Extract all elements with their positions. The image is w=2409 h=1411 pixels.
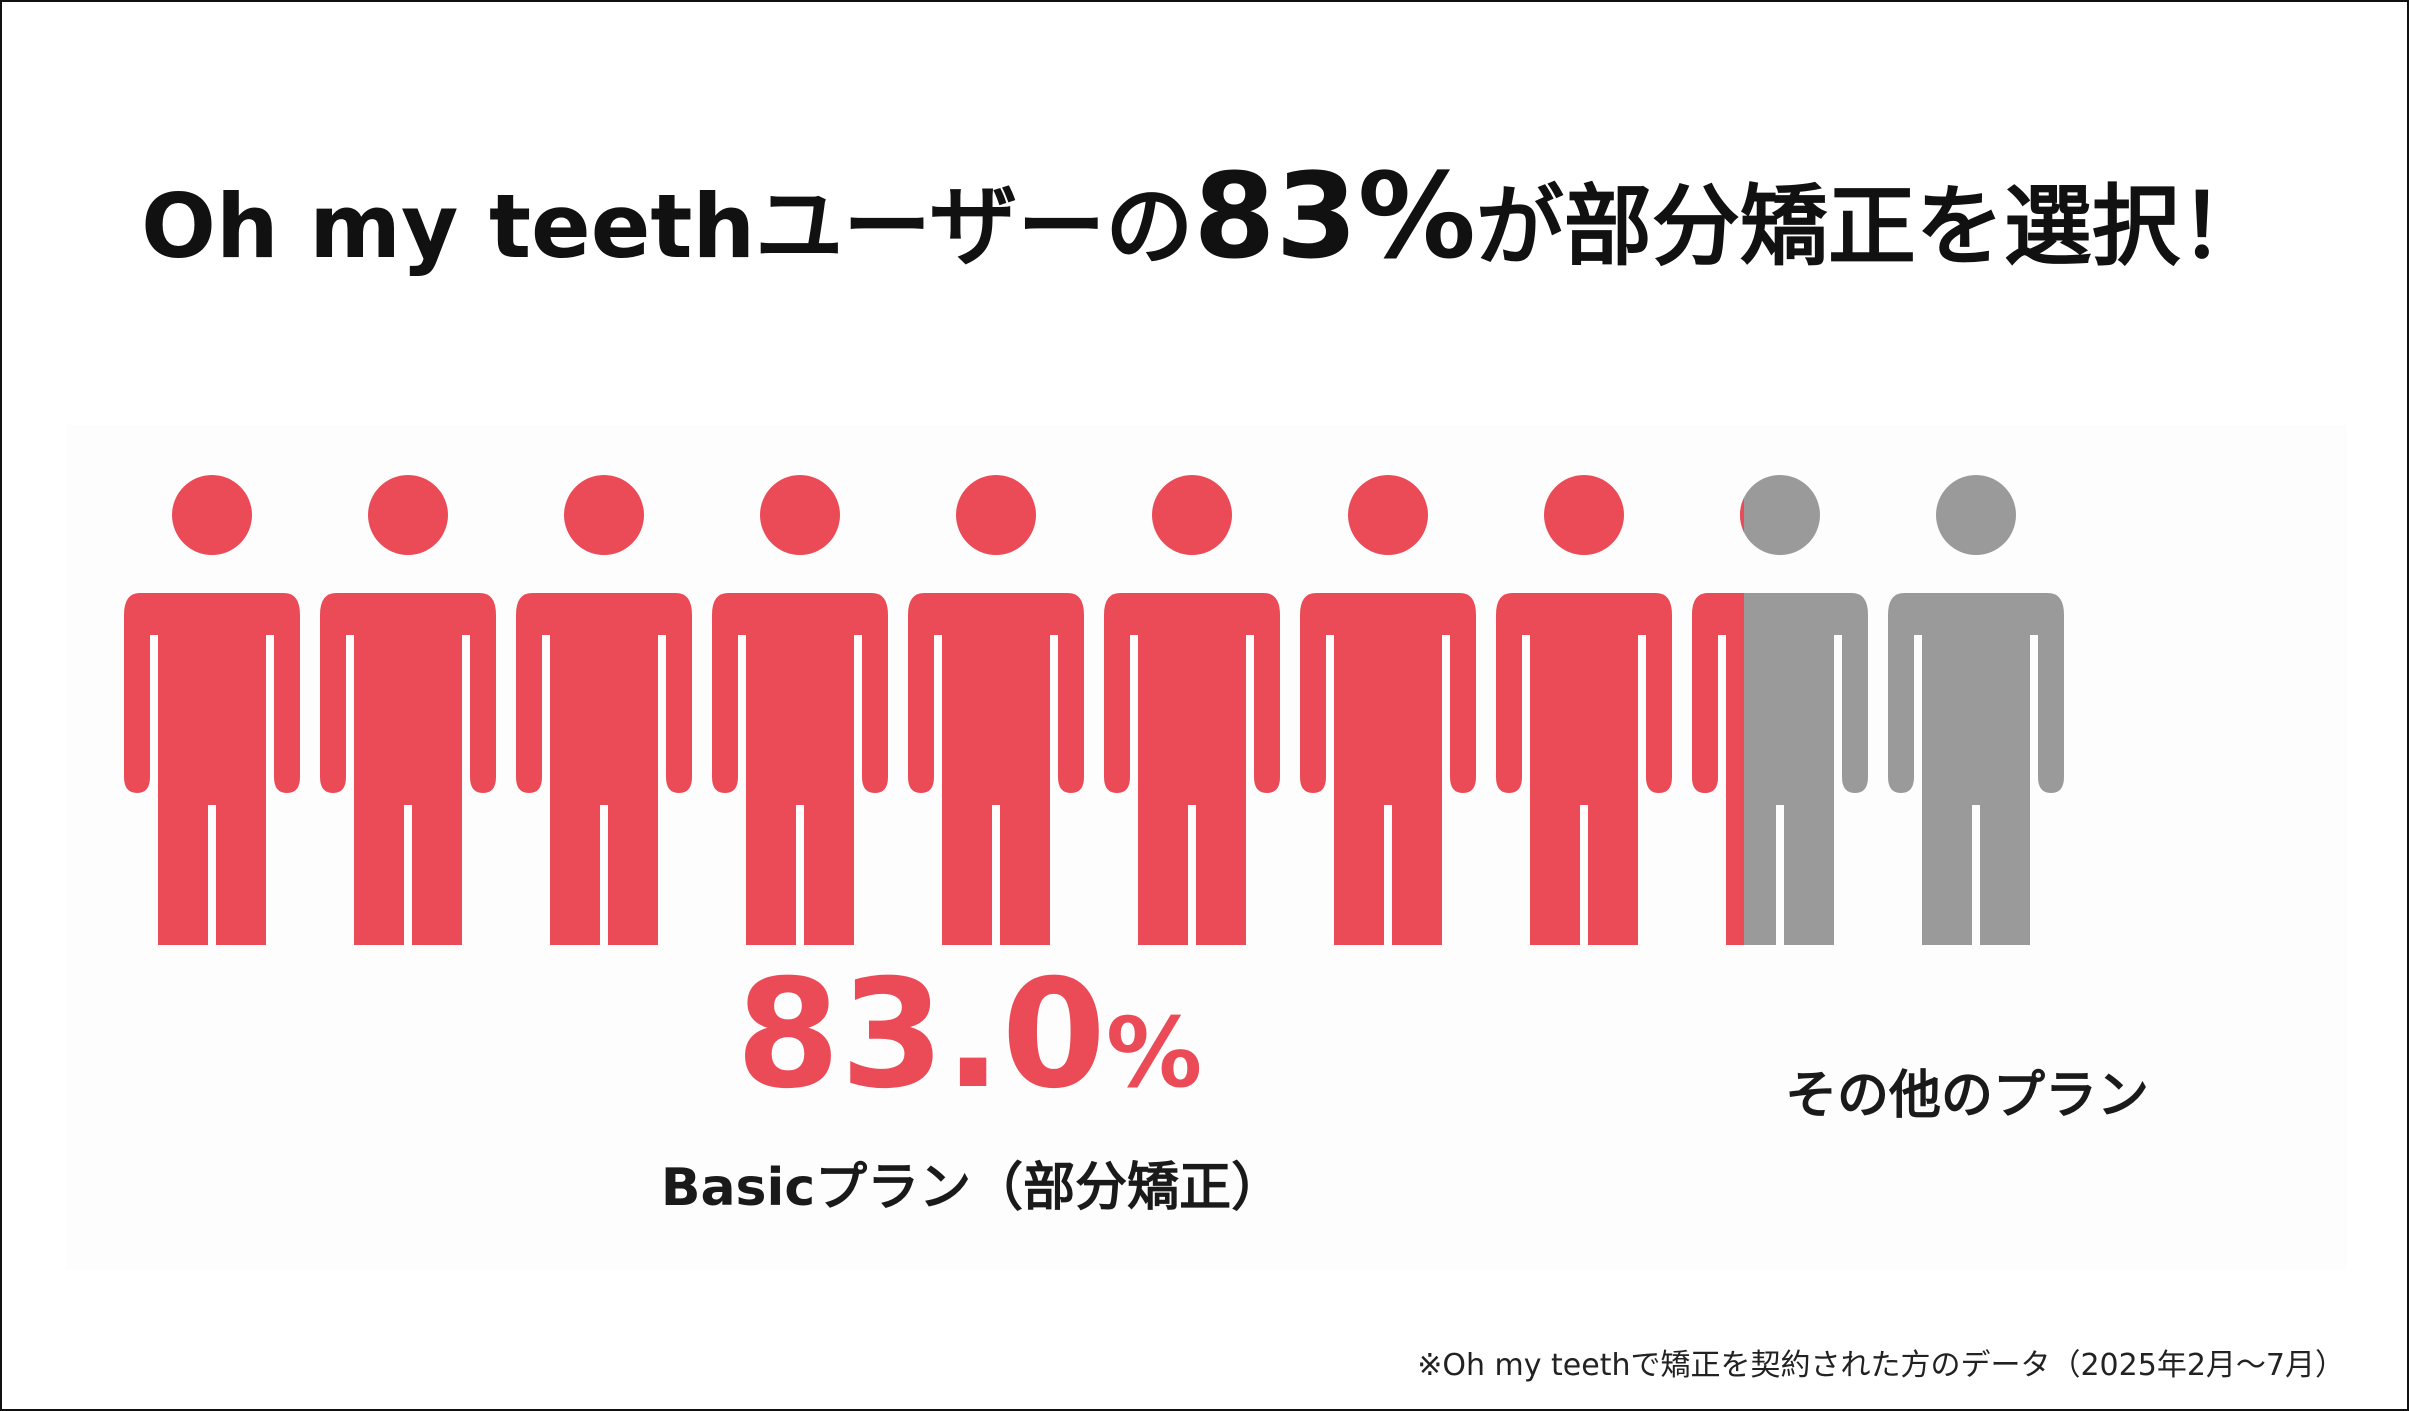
person-icon (908, 475, 1084, 945)
person-icon-other-part (1692, 475, 1868, 945)
person-icons-row (124, 475, 2064, 945)
page-title: Oh my teethユーザーの83%が部分矯正を選択！ (2, 151, 2407, 282)
person-icon (1496, 475, 1672, 945)
title-highlight-number: 83% (1193, 147, 1476, 285)
person-icon (1888, 475, 2064, 945)
person-icon (1692, 475, 1868, 945)
percentage-number: 83.0 (735, 948, 1106, 1122)
basic-plan-label: Basicプラン（部分矯正） (660, 1158, 1284, 1218)
title-prefix: Oh my teethユーザーの (141, 175, 1194, 278)
person-icon-basic-part (1692, 497, 1744, 945)
pictograph-chart: 83.0% Basicプラン（部分矯正） その他のプラン (67, 425, 2347, 1270)
other-plan-label: その他のプラン (1784, 1066, 2149, 1126)
person-icon (1104, 475, 1280, 945)
person-icon (516, 475, 692, 945)
title-suffix: が部分矯正を選択！ (1475, 175, 2268, 278)
person-icon (1300, 475, 1476, 945)
person-icon (712, 475, 888, 945)
percentage-value: 83.0% (709, 960, 1229, 1110)
footnote: ※Oh my teethで矯正を契約された方のデータ（2025年2月〜7月） (1417, 1348, 2345, 1383)
person-icon (124, 475, 300, 945)
percentage-symbol: % (1105, 997, 1203, 1109)
person-icon (320, 475, 496, 945)
